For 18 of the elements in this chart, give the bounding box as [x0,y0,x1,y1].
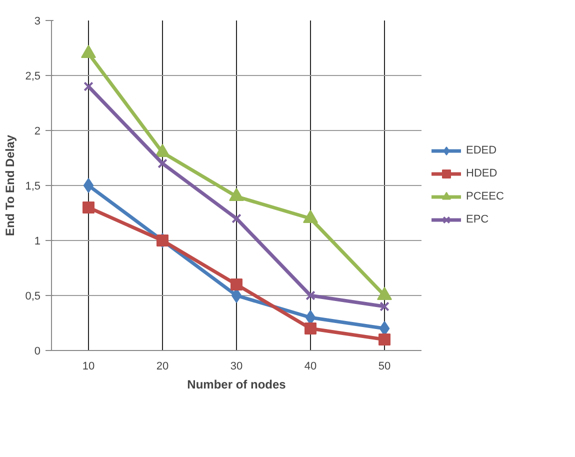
x-tick-label: 40 [304,360,317,372]
legend-label: EPC [466,214,489,226]
x-tick-label: 50 [378,360,391,372]
y-tick-label: 2 [34,126,41,138]
y-axis-title: End To End Delay [3,134,18,236]
y-tick-label: 2,5 [25,70,41,82]
legend-label: HDED [466,168,498,180]
y-tick-label: 0,5 [25,290,41,302]
y-tick-label: 3 [34,16,41,28]
x-tick-label: 20 [156,360,169,372]
legend-label: PCEEC [466,190,504,202]
legend-label: EDED [466,144,497,156]
x-tick-label: 30 [230,360,243,372]
y-tick-label: 0 [34,346,41,358]
y-tick-label: 1 [34,236,41,248]
y-tick-label: 1,5 [25,180,41,192]
x-tick-label: 10 [82,360,95,372]
x-axis-title: Number of nodes [187,378,286,392]
